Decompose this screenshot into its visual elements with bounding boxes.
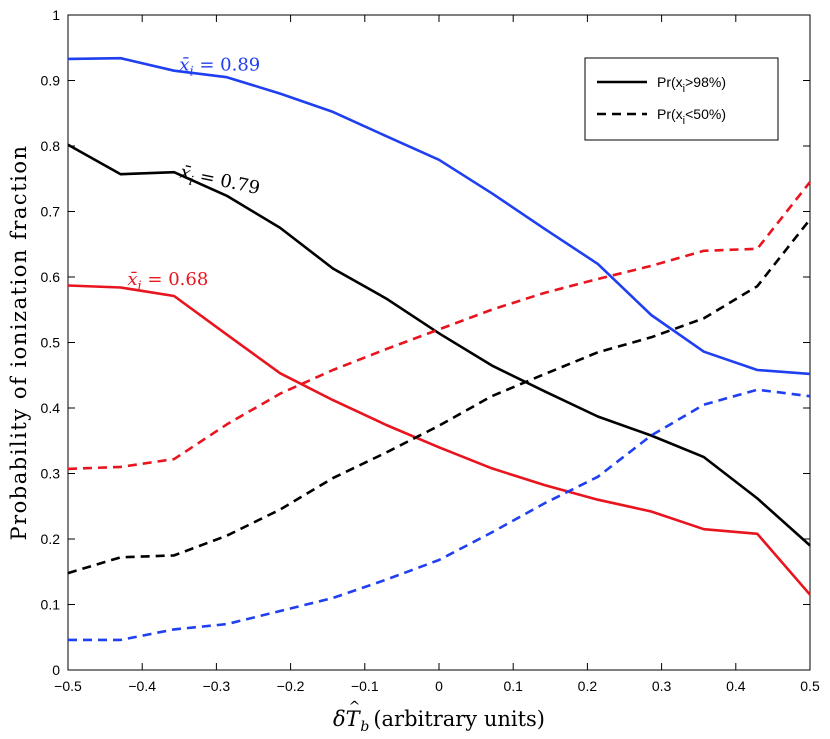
y-tick-label: 0.9 <box>41 73 61 89</box>
legend-label-tail: >98%) <box>685 74 726 90</box>
series-layer <box>67 56 812 642</box>
axis-titles: Probability of ionization fraction δT^ b (a… <box>7 144 545 735</box>
x-axis-var: T <box>346 707 362 731</box>
y-tick-label: 0.2 <box>41 531 61 547</box>
y-tick-label: 0.3 <box>41 466 61 482</box>
y-tick-label: 0.6 <box>41 269 61 285</box>
annotation-sub: i <box>189 65 193 80</box>
ticks: −0.5 −0.4 −0.3 −0.2 −0.1 0 0.1 0.2 0.3 0.4 0.5 0 0.1… <box>41 7 820 694</box>
series-blue-solid <box>67 56 811 376</box>
x-tick-label: 0.2 <box>578 678 598 694</box>
y-tick-label: 0.5 <box>41 335 61 351</box>
x-tick-label: −0.3 <box>203 678 231 694</box>
legend-label-base: Pr(x <box>657 74 683 90</box>
x-tick-label: −0.4 <box>128 678 156 694</box>
annotation-0: x̄i = 0.89 <box>179 55 260 80</box>
x-tick-label: 0.5 <box>800 678 820 694</box>
x-tick-label: −0.1 <box>351 678 379 694</box>
x-axis-rest: (arbitrary units) <box>373 707 545 731</box>
x-tick-label: 0.1 <box>503 678 523 694</box>
legend-label: Pr(xi<50%) <box>657 106 726 127</box>
x-axis-sub: b <box>360 719 369 735</box>
legend-label-sub: i <box>683 115 685 127</box>
y-axis-title: Probability of ionization fraction <box>7 144 31 540</box>
x-axis-hat: ^ <box>349 699 361 715</box>
annotation-value: = 0.89 <box>194 55 261 76</box>
legend-label-tail: <50%) <box>685 106 726 122</box>
series-red-solid <box>67 284 811 596</box>
x-tick-label: 0.4 <box>726 678 746 694</box>
legend-label-sub: i <box>683 83 685 95</box>
series-black-dashed <box>67 218 812 575</box>
series-red-dashed <box>67 181 812 471</box>
legend-label-base: Pr(x <box>657 106 683 122</box>
annotation-2: x̄i = 0.68 <box>127 269 208 294</box>
annotation-value: = 0.68 <box>142 269 209 290</box>
legend: Pr(xi>98%)Pr(xi<50%) <box>584 57 779 141</box>
y-tick-label: 0.4 <box>41 400 61 416</box>
x-tick-label: −0.2 <box>277 678 305 694</box>
annotation-var: x̄ <box>127 269 137 290</box>
x-tick-label: −0.5 <box>54 678 82 694</box>
y-tick-label: 0.8 <box>41 138 61 154</box>
legend-box <box>584 57 779 141</box>
series-blue-dashed <box>68 388 811 642</box>
y-tick-label: 0.1 <box>41 597 61 613</box>
x-axis-title: δT^ b (arbitrary units) <box>333 699 545 735</box>
x-tick-label: 0 <box>435 678 443 694</box>
y-tick-label: 1 <box>52 7 60 23</box>
y-tick-label: 0 <box>52 662 60 678</box>
y-tick-label: 0.7 <box>41 204 61 220</box>
legend-label: Pr(xi>98%) <box>657 74 726 95</box>
annotation-var: x̄ <box>179 55 189 76</box>
series-black-solid <box>67 143 811 547</box>
annotation-sub: i <box>138 279 142 294</box>
annotation-var: x̄ <box>178 162 192 185</box>
x-axis-delta: δ <box>333 707 346 731</box>
x-tick-label: 0.3 <box>652 678 672 694</box>
annotation-sub: i <box>187 174 194 190</box>
